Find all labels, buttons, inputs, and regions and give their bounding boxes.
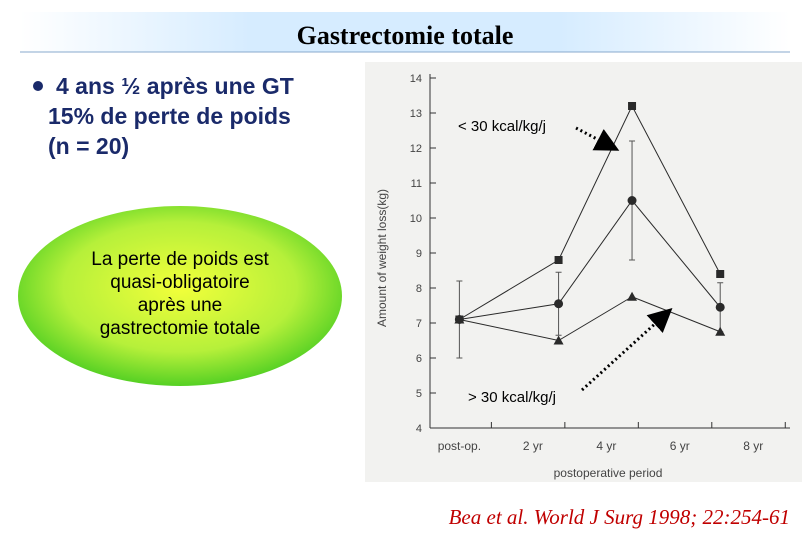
data-point: [553, 335, 564, 345]
y-tick-label: 10: [410, 213, 422, 225]
title-band: [20, 12, 790, 52]
annotation: > 30 kcal/kg/j: [468, 389, 556, 406]
slide-title: Gastrectomie totale: [297, 21, 514, 50]
data-point: [554, 256, 563, 264]
data-point: [716, 270, 725, 278]
y-tick-label: 8: [416, 283, 422, 295]
chart-background: [365, 62, 802, 482]
data-point: [715, 326, 726, 336]
series-line: [459, 104, 721, 320]
callout-ellipse: [18, 206, 342, 386]
citation: Bea et al. World J Surg 1998; 22:254-61: [449, 505, 790, 529]
callout-line: La perte de poids est: [91, 249, 269, 270]
annotation: < 30 kcal/kg/j: [458, 118, 546, 135]
bullet-line: 4 ans ½ après une GT: [56, 73, 294, 99]
data-point: [627, 291, 638, 301]
y-tick-label: 4: [416, 423, 422, 435]
y-axis-label: Amount of weight loss(kg): [375, 189, 389, 327]
bullet-line: 15% de perte de poids: [48, 103, 291, 129]
series-line: [459, 296, 721, 342]
data-point: [627, 196, 637, 205]
data-point: [715, 302, 725, 312]
callout-line: après une: [138, 295, 223, 316]
bullet-dot: [33, 81, 43, 91]
y-tick-label: 14: [410, 73, 422, 85]
y-tick-label: 6: [416, 353, 422, 365]
x-axis-label: postoperative period: [554, 466, 663, 480]
x-tick-label: 6 yr: [670, 439, 690, 453]
y-tick-label: 5: [416, 388, 422, 400]
x-tick-label: 4 yr: [596, 439, 616, 453]
y-tick-label: 7: [416, 318, 422, 330]
y-tick-label: 11: [411, 178, 422, 190]
y-tick-label: 13: [410, 108, 422, 120]
annotation-arrow: [575, 126, 620, 151]
data-point: [454, 314, 465, 324]
y-tick-label: 9: [416, 248, 422, 260]
x-tick-label: 2 yr: [523, 439, 543, 453]
series-line: [459, 199, 721, 320]
data-point: [554, 299, 564, 309]
y-tick-label: 12: [410, 143, 422, 155]
data-point: [628, 102, 637, 110]
callout-line: quasi-obligatoire: [110, 272, 249, 293]
annotation-arrow: [580, 307, 673, 392]
bullet-line: (n = 20): [48, 133, 129, 159]
x-tick-label: 8 yr: [743, 439, 763, 453]
callout-line: gastrectomie totale: [100, 318, 261, 339]
x-tick-label: post-op.: [438, 439, 481, 453]
